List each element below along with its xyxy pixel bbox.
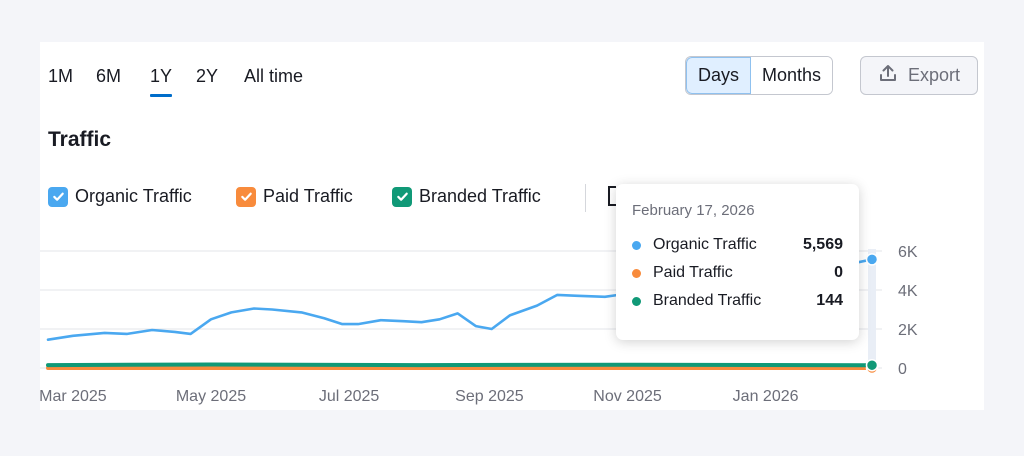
- chart-tooltip: February 17, 2026 Organic Traffic 5,569 …: [616, 184, 859, 340]
- tooltip-row-branded: Branded Traffic 144: [632, 287, 843, 315]
- export-label: Export: [907, 65, 961, 85]
- granularity-toggle: Days Months: [685, 56, 834, 95]
- tooltip-series-value: 0: [834, 264, 843, 281]
- tooltip-series-name: Branded Traffic: [653, 292, 762, 309]
- upload-icon: [878, 63, 898, 88]
- range-tab-1y[interactable]: 1Y: [150, 66, 173, 97]
- legend-organic-traffic[interactable]: Organic Traffic: [48, 186, 192, 207]
- range-tab-all-time[interactable]: All time: [244, 66, 304, 86]
- checkbox-icon: [48, 186, 68, 207]
- series-line-branded-traffic: [46, 362, 874, 368]
- legend-divider: [585, 184, 586, 212]
- legend-label: Branded Traffic: [419, 186, 541, 206]
- tooltip-row-paid: Paid Traffic 0: [632, 259, 843, 287]
- x-tick-label: Jul 2025: [319, 388, 380, 405]
- tooltip-series-name: Paid Traffic: [653, 264, 733, 281]
- chart-title: Traffic: [48, 128, 112, 151]
- hover-cursor: [868, 249, 876, 370]
- tooltip-series-value: 144: [816, 292, 843, 309]
- x-tick-label: May 2025: [176, 388, 246, 405]
- legend-label: Organic Traffic: [75, 186, 192, 206]
- tooltip-series-name: Organic Traffic: [653, 236, 757, 253]
- tooltip-series-value: 5,569: [802, 236, 843, 253]
- branded-dot-icon: [632, 296, 641, 306]
- months-button[interactable]: Months: [751, 57, 833, 94]
- range-tab-2y[interactable]: 2Y: [196, 66, 219, 86]
- tooltip-row-organic: Organic Traffic 5,569: [632, 231, 843, 259]
- paid-dot-icon: [632, 268, 641, 278]
- x-tick-label: Nov 2025: [593, 388, 662, 405]
- legend-branded-traffic[interactable]: Branded Traffic: [392, 186, 541, 207]
- export-button[interactable]: Export: [860, 56, 978, 95]
- y-tick-label: 4K: [898, 283, 918, 300]
- y-tick-label: 6K: [898, 244, 918, 261]
- tooltip-date: February 17, 2026: [632, 202, 755, 219]
- range-tab-1m[interactable]: 1M: [48, 66, 74, 86]
- range-tab-6m[interactable]: 6M: [96, 66, 122, 86]
- checkbox-icon: [236, 186, 256, 207]
- organic-dot-icon: [632, 240, 641, 250]
- x-tick-label: Sep 2025: [455, 388, 524, 405]
- legend-more-icon[interactable]: [608, 186, 616, 206]
- days-button[interactable]: Days: [686, 57, 752, 94]
- checkbox-icon: [392, 186, 412, 207]
- legend-label: Paid Traffic: [263, 186, 353, 206]
- legend-paid-traffic[interactable]: Paid Traffic: [236, 186, 353, 207]
- data-point-branded-traffic: [865, 358, 879, 372]
- data-point-organic-traffic: [865, 253, 879, 266]
- y-tick-label: 0: [898, 361, 907, 378]
- traffic-card: 1M 6M 1Y 2Y All time Days Months Export Traf…: [40, 42, 984, 410]
- x-tick-label: Jan 2026: [733, 388, 799, 405]
- y-tick-label: 2K: [898, 322, 918, 339]
- x-tick-label: Mar 2025: [40, 388, 107, 405]
